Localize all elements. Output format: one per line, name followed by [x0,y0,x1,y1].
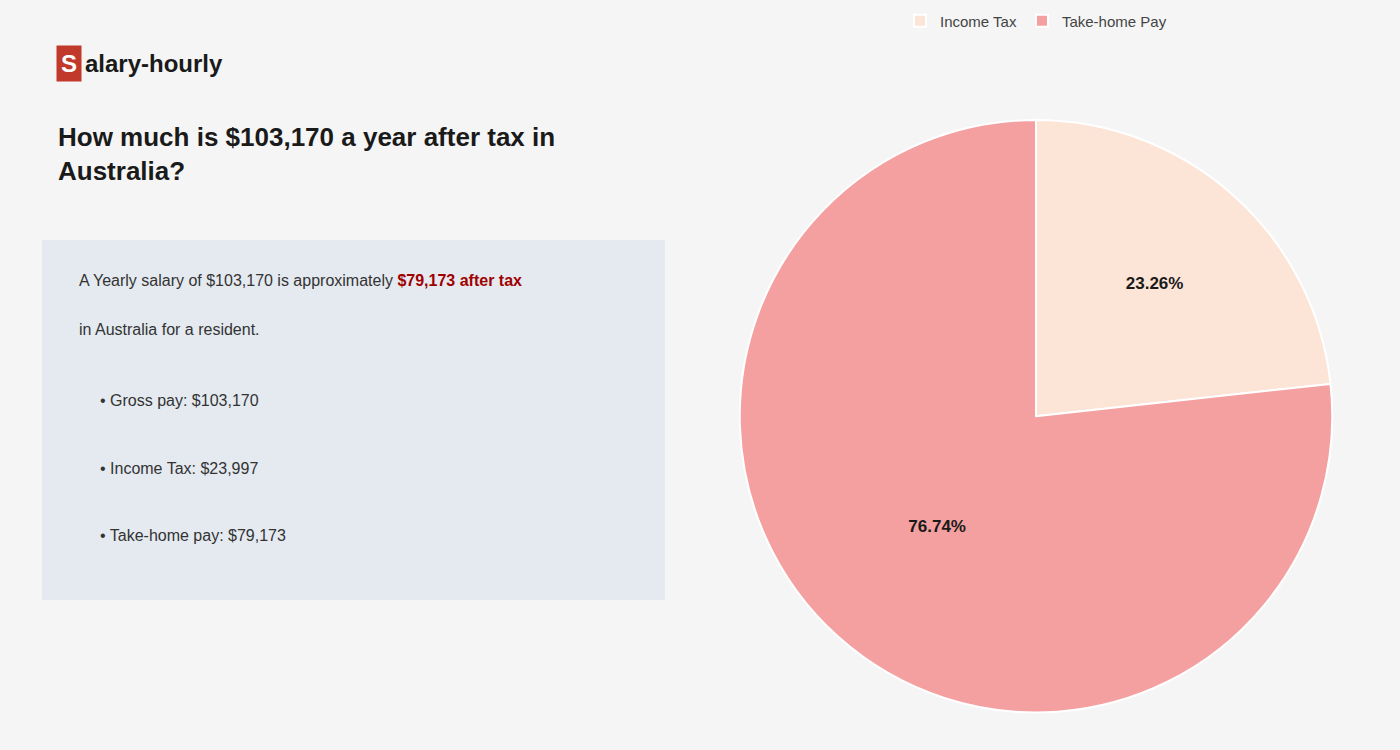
svg-text:• Income Tax: $23,997: • Income Tax: $23,997 [100,460,258,477]
svg-text:76.74%: 76.74% [908,517,966,536]
svg-text:Take-home Pay: Take-home Pay [1062,13,1167,30]
svg-text:Income Tax: Income Tax [940,13,1017,30]
svg-text:How much is $103,170 a year af: How much is $103,170 a year after tax in… [58,122,555,186]
svg-text:A Yearly salary of $103,170 is: A Yearly salary of $103,170 is approxima… [79,272,522,289]
svg-text:• Gross pay: $103,170: • Gross pay: $103,170 [100,392,259,409]
svg-text:• Take-home pay: $79,173: • Take-home pay: $79,173 [100,527,286,544]
svg-text:alary-hourly: alary-hourly [85,50,223,77]
svg-text:in Australia for a resident.: in Australia for a resident. [79,321,260,338]
svg-text:S: S [61,50,77,77]
svg-text:23.26%: 23.26% [1126,274,1184,293]
